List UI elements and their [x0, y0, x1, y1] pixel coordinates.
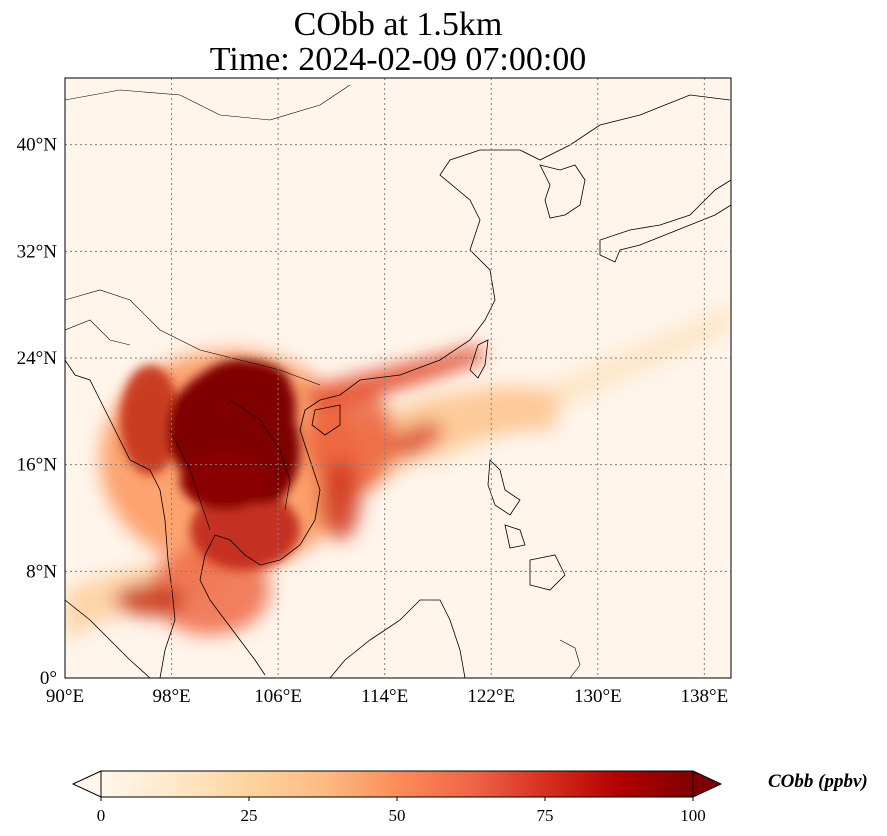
coastline-taiwan: [469, 339, 489, 379]
colorbar-gradient: [100, 770, 694, 798]
x-tick-label: 90°E: [46, 686, 84, 707]
y-tick-label: 8°N: [26, 561, 57, 582]
coastline-sulawesi: [559, 639, 581, 678]
border-china-south: [65, 289, 321, 386]
coastline-visayas: [504, 524, 526, 549]
x-tick-label: 122°E: [467, 686, 515, 707]
plume-tonkin: [305, 385, 395, 495]
colorbar-tick-label: 100: [680, 806, 706, 825]
plume-andaman-core: [115, 584, 185, 616]
colorbar-extend-min: [71, 770, 102, 798]
x-tick-label: 98°E: [152, 686, 190, 707]
border-thailand: [169, 429, 211, 531]
border-laos-vietnam: [229, 399, 291, 511]
coastline-luzon: [487, 459, 521, 516]
x-tick-label: 130°E: [574, 686, 622, 707]
coastline-mindanao: [529, 554, 566, 591]
colorbar-label: CObb (ppbv): [768, 771, 868, 792]
x-tick-label: 106°E: [254, 686, 302, 707]
coastline-myanmar: [65, 359, 176, 678]
plume-laos: [200, 360, 290, 410]
y-tick-label: 40°N: [17, 135, 58, 156]
coastline-china: [319, 94, 731, 401]
colorbar-ticks: 0 25 50 75 100: [97, 797, 706, 825]
coastline-sumatra: [65, 599, 151, 678]
y-tick-label: 0°: [40, 668, 57, 689]
x-tick-label: 138°E: [681, 686, 729, 707]
coastlines: [65, 84, 731, 678]
x-tick-label: 114°E: [361, 686, 408, 707]
y-tick-label: 24°N: [17, 348, 58, 369]
plume-cambodia: [190, 490, 300, 570]
border-tibet: [65, 319, 131, 346]
colorbar-tick-label: 25: [241, 806, 258, 825]
plume-core-south: [180, 450, 270, 510]
coastline-indochina: [199, 399, 321, 676]
map-frame: [64, 77, 732, 679]
y-tick-label: 32°N: [17, 241, 58, 262]
map-subtitle: Time: 2024-02-09 07:00:00: [209, 41, 587, 78]
gridlines: [65, 78, 731, 678]
y-tick-label: 16°N: [17, 455, 58, 476]
colorbar-tick-label: 50: [389, 806, 406, 825]
plume-scs-streak: [387, 422, 443, 458]
colorbar: 0 25 50 75 100 CObb (ppbv): [71, 770, 868, 825]
coastline-japan: [599, 179, 731, 263]
x-axis-ticks: 90°E 98°E 106°E 114°E 122°E 130°E 138°E: [46, 686, 728, 707]
colorbar-tick-label: 0: [97, 806, 106, 825]
colorbar-extend-max: [692, 770, 723, 798]
colorbar-tick-label: 75: [537, 806, 554, 825]
cobb-field: [65, 305, 731, 640]
coastline-korea: [539, 164, 586, 219]
plume-vietnam-coast: [320, 460, 360, 540]
coastline-borneo: [329, 599, 466, 678]
coastline-hainan: [311, 404, 341, 436]
map-title: CObb at 1.5km: [293, 6, 503, 43]
y-axis-ticks: 0° 8°N 16°N 24°N 32°N 40°N: [17, 135, 58, 689]
border-china-north: [65, 84, 351, 121]
plume-myanmar: [120, 365, 180, 475]
